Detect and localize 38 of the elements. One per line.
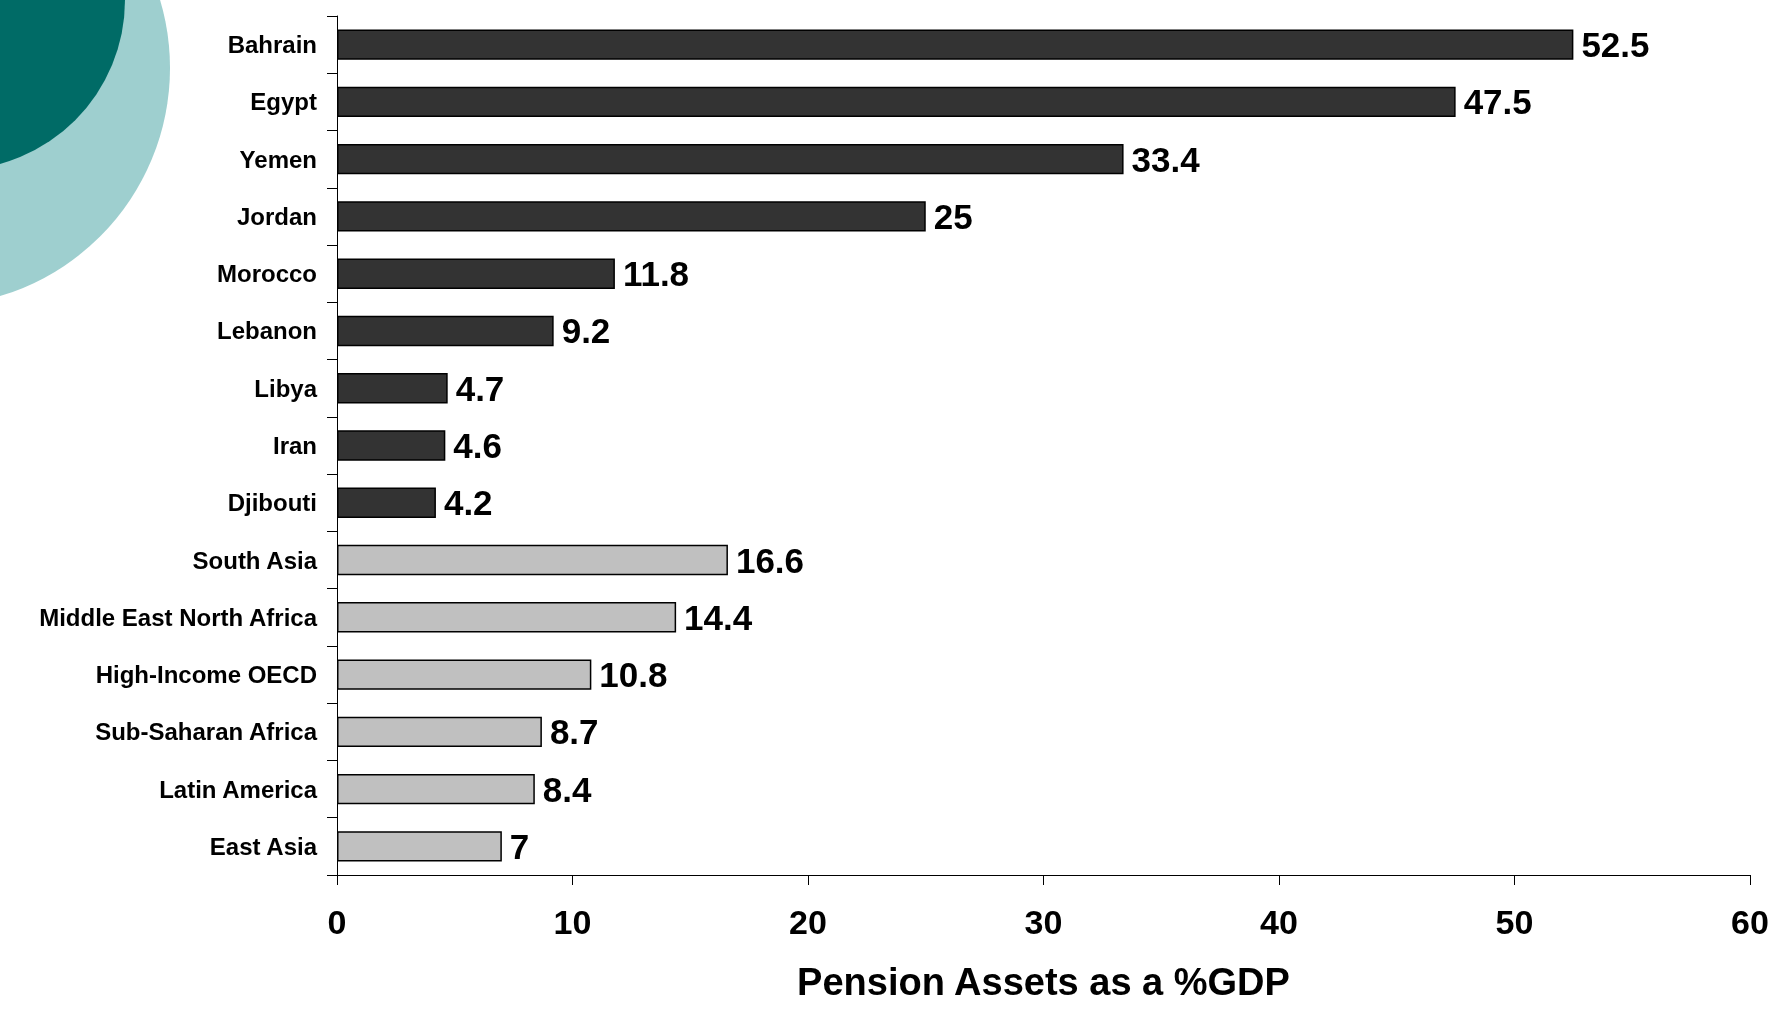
data-label: 16.6	[735, 540, 805, 580]
x-tick-label: 60	[1731, 903, 1769, 941]
y-tick-label: Yemen	[239, 145, 317, 173]
y-tick-label: Bahrain	[227, 31, 317, 59]
y-tick-label: East Asia	[209, 832, 318, 860]
y-tick-label: Morocco	[216, 260, 317, 288]
x-axis-title: Pension Assets as a %GDP	[797, 961, 1290, 1003]
y-tick-label: Libya	[254, 374, 318, 402]
x-tick-label: 10	[553, 903, 592, 941]
data-label: 4.7	[455, 368, 505, 408]
data-label: 8.7	[549, 712, 599, 752]
data-label: 25	[933, 196, 973, 236]
data-label: 47.5	[1463, 82, 1532, 122]
x-tick-label: 50	[1495, 903, 1534, 941]
data-label: 52.5	[1581, 25, 1650, 65]
data-label: 33.4	[1131, 139, 1201, 179]
x-tick-label: 0	[327, 903, 347, 941]
data-label: 9.2	[561, 311, 611, 351]
y-tick-label: Djibouti	[227, 489, 317, 517]
y-tick-label: Latin America	[159, 775, 318, 803]
x-tick-label: 30	[1024, 903, 1063, 941]
data-label: 4.6	[453, 426, 502, 465]
y-tick-label: Jordan	[236, 202, 317, 230]
y-tick-label: Sub-Saharan Africa	[95, 718, 318, 746]
y-tick-label: High-Income OECD	[95, 661, 317, 689]
data-label: 4.2	[443, 483, 493, 523]
data-label: 10.8	[599, 655, 668, 695]
x-tick-label: 40	[1260, 903, 1298, 941]
data-label: 8.4	[542, 769, 593, 809]
y-tick-label: Egypt	[250, 88, 317, 116]
data-label: 14.4	[684, 597, 753, 637]
y-tick-label: Iran	[272, 432, 317, 459]
y-tick-label: Lebanon	[217, 317, 317, 345]
y-tick-label: Middle East North Africa	[39, 603, 318, 631]
data-label: 7	[509, 826, 530, 866]
data-label: 11.8	[622, 254, 690, 294]
y-tick-label: South Asia	[192, 546, 318, 574]
x-tick-label: 20	[789, 903, 827, 941]
